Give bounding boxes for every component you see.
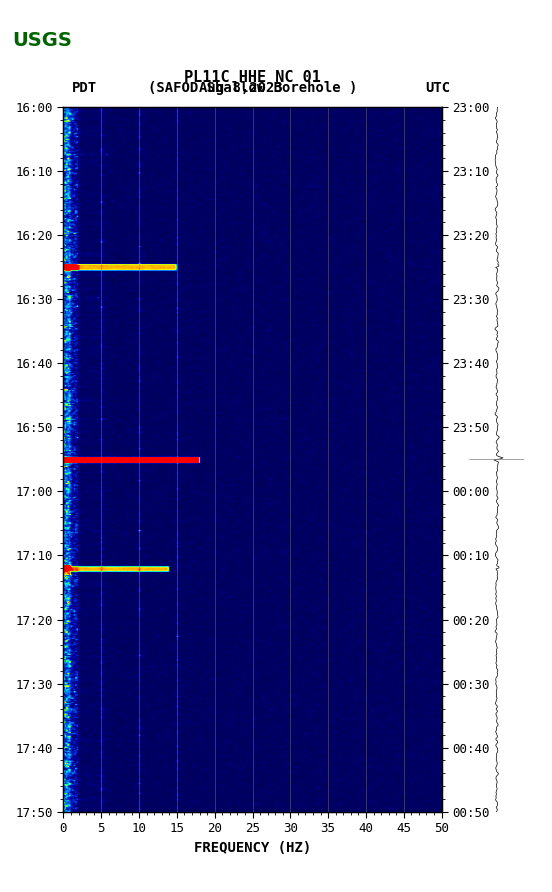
X-axis label: FREQUENCY (HZ): FREQUENCY (HZ)	[194, 840, 311, 855]
Text: PDT: PDT	[72, 81, 97, 95]
Text: PL11C HHE NC 01: PL11C HHE NC 01	[184, 70, 321, 85]
Text: USGS: USGS	[12, 30, 72, 50]
Text: Aug 8,2023: Aug 8,2023	[199, 81, 283, 95]
Text: (SAFOD Shallow Borehole ): (SAFOD Shallow Borehole )	[148, 81, 358, 95]
Text: UTC: UTC	[425, 81, 450, 95]
